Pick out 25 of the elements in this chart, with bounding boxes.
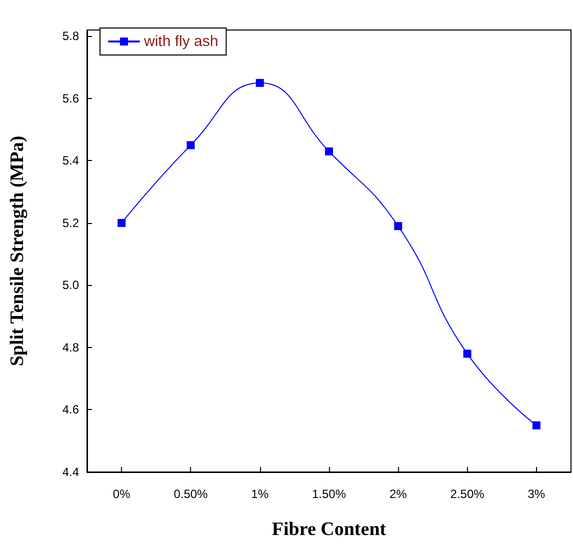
point	[532, 421, 540, 430]
y-tick-label: 4.4	[62, 465, 80, 479]
x-tick-label: 1.50%	[312, 487, 346, 501]
y-tick-label: 5.4	[62, 154, 80, 168]
point	[186, 141, 195, 150]
point	[256, 78, 264, 87]
x-tick-label: 2.50%	[450, 487, 485, 501]
point	[463, 350, 472, 358]
x-tick-label: 0.50%	[174, 487, 208, 501]
y-tick-label: 4.8	[62, 340, 80, 354]
y-tick-label: 5.2	[62, 216, 80, 230]
x-tick-label: 3%	[528, 487, 546, 501]
point	[118, 218, 126, 227]
y-tick-label: 5.8	[62, 29, 80, 44]
x-tick-label: 1%	[251, 487, 269, 501]
y-tick-label: 4.6	[62, 402, 80, 417]
y-tick-label: 5.6	[62, 91, 80, 106]
legend-label: with fly ash	[143, 33, 218, 50]
x-tick-label: 2%	[389, 487, 408, 501]
point	[325, 147, 333, 156]
y-tick-label: 5.0	[62, 278, 80, 292]
x-axis-title: Fibre Content	[272, 519, 387, 540]
point	[394, 222, 402, 230]
y-axis-title: Split Tensile Strength (MPa)	[7, 136, 28, 366]
x-tick-label: 0%	[112, 487, 131, 501]
